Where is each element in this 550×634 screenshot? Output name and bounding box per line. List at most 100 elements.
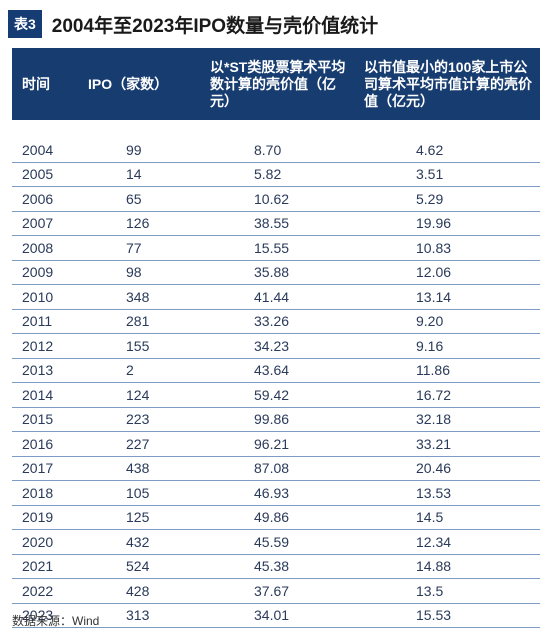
table-row: 2008 77 15.55 10.83 bbox=[12, 236, 540, 261]
table-title-bar: 表3 2004年至2023年IPO数量与壳价值统计 bbox=[8, 8, 542, 40]
cell-small-cap-shell-value: 15.53 bbox=[416, 607, 452, 624]
table-body: 2004 99 8.70 4.62 2005 14 5.82 3.51 2006 65 10.62 5… bbox=[12, 138, 540, 628]
cell-small-cap-shell-value: 4.62 bbox=[416, 141, 444, 158]
table-row: 2005 14 5.82 3.51 bbox=[12, 163, 540, 187]
cell-ipo-count: 98 bbox=[126, 264, 142, 281]
cell-year: 2016 bbox=[22, 435, 54, 452]
cell-ipo-count: 438 bbox=[126, 460, 150, 477]
cell-st-shell-value: 87.08 bbox=[254, 460, 290, 477]
table-row: 2023 313 34.01 15.53 bbox=[12, 604, 540, 628]
cell-small-cap-shell-value: 14.88 bbox=[416, 558, 452, 575]
cell-ipo-count: 126 bbox=[126, 215, 150, 232]
cell-ipo-count: 125 bbox=[126, 509, 150, 526]
cell-ipo-count: 105 bbox=[126, 484, 150, 501]
table-title: 2004年至2023年IPO数量与壳价值统计 bbox=[51, 15, 379, 37]
cell-year: 2021 bbox=[22, 558, 54, 575]
cell-ipo-count: 155 bbox=[126, 337, 150, 354]
cell-small-cap-shell-value: 32.18 bbox=[416, 411, 452, 428]
cell-ipo-count: 313 bbox=[126, 607, 150, 624]
cell-year: 2020 bbox=[22, 533, 54, 550]
cell-st-shell-value: 46.93 bbox=[254, 484, 290, 501]
cell-ipo-count: 432 bbox=[126, 533, 150, 550]
cell-small-cap-shell-value: 3.51 bbox=[416, 166, 444, 183]
cell-st-shell-value: 8.70 bbox=[254, 141, 282, 158]
cell-ipo-count: 124 bbox=[126, 386, 150, 403]
table-header: 时间 IPO（家数） 以*ST类股票算术平均数计算的壳价值（亿元） 以市值最小的… bbox=[12, 48, 540, 120]
cell-ipo-count: 281 bbox=[126, 313, 150, 330]
table-row: 2012 155 34.23 9.16 bbox=[12, 334, 540, 359]
table-row: 2021 524 45.38 14.88 bbox=[12, 555, 540, 579]
cell-st-shell-value: 45.59 bbox=[254, 533, 290, 550]
cell-st-shell-value: 38.55 bbox=[254, 215, 290, 232]
cell-small-cap-shell-value: 5.29 bbox=[416, 190, 444, 207]
cell-st-shell-value: 15.55 bbox=[254, 239, 290, 256]
cell-year: 2013 bbox=[22, 362, 54, 379]
table-row: 2010 348 41.44 13.14 bbox=[12, 285, 540, 310]
cell-st-shell-value: 99.86 bbox=[254, 411, 290, 428]
cell-st-shell-value: 59.42 bbox=[254, 386, 290, 403]
header-ipo-count: IPO（家数） bbox=[88, 76, 169, 92]
cell-small-cap-shell-value: 12.34 bbox=[416, 533, 452, 550]
cell-small-cap-shell-value: 12.06 bbox=[416, 264, 452, 281]
cell-small-cap-shell-value: 14.5 bbox=[416, 509, 444, 526]
header-spacer bbox=[12, 120, 540, 138]
cell-small-cap-shell-value: 13.14 bbox=[416, 288, 452, 305]
cell-year: 2023 bbox=[22, 607, 54, 624]
cell-small-cap-shell-value: 9.16 bbox=[416, 337, 444, 354]
cell-st-shell-value: 34.01 bbox=[254, 607, 290, 624]
cell-year: 2019 bbox=[22, 509, 54, 526]
cell-st-shell-value: 49.86 bbox=[254, 509, 290, 526]
cell-ipo-count: 524 bbox=[126, 558, 150, 575]
cell-small-cap-shell-value: 13.53 bbox=[416, 484, 452, 501]
cell-st-shell-value: 10.62 bbox=[254, 190, 290, 207]
cell-ipo-count: 428 bbox=[126, 582, 150, 599]
cell-ipo-count: 2 bbox=[126, 362, 134, 379]
cell-small-cap-shell-value: 20.46 bbox=[416, 460, 452, 477]
cell-st-shell-value: 41.44 bbox=[254, 288, 290, 305]
table-row: 2019 125 49.86 14.5 bbox=[12, 506, 540, 530]
table-row: 2016 227 96.21 33.21 bbox=[12, 432, 540, 457]
cell-year: 2007 bbox=[22, 215, 54, 232]
cell-ipo-count: 227 bbox=[126, 435, 150, 452]
cell-st-shell-value: 43.64 bbox=[254, 362, 290, 379]
table-row: 2014 124 59.42 16.72 bbox=[12, 383, 540, 408]
table-row: 2018 105 46.93 13.53 bbox=[12, 481, 540, 506]
cell-year: 2018 bbox=[22, 484, 54, 501]
cell-small-cap-shell-value: 11.86 bbox=[416, 362, 450, 379]
table-row: 2007 126 38.55 19.96 bbox=[12, 212, 540, 236]
table-row: 2017 438 87.08 20.46 bbox=[12, 457, 540, 481]
cell-st-shell-value: 45.38 bbox=[254, 558, 290, 575]
cell-year: 2015 bbox=[22, 411, 54, 428]
cell-st-shell-value: 96.21 bbox=[254, 435, 290, 452]
cell-year: 2004 bbox=[22, 141, 54, 158]
table-row: 2004 99 8.70 4.62 bbox=[12, 138, 540, 163]
cell-year: 2011 bbox=[22, 313, 53, 330]
cell-ipo-count: 65 bbox=[126, 190, 142, 207]
cell-small-cap-shell-value: 10.83 bbox=[416, 239, 452, 256]
data-source-note: 数据来源：Wind bbox=[12, 614, 100, 628]
cell-ipo-count: 99 bbox=[126, 141, 142, 158]
cell-ipo-count: 348 bbox=[126, 288, 150, 305]
cell-year: 2022 bbox=[22, 582, 54, 599]
cell-ipo-count: 77 bbox=[126, 239, 142, 256]
cell-st-shell-value: 35.88 bbox=[254, 264, 290, 281]
table-row: 2022 428 37.67 13.5 bbox=[12, 579, 540, 604]
cell-small-cap-shell-value: 16.72 bbox=[416, 386, 452, 403]
cell-year: 2006 bbox=[22, 190, 54, 207]
cell-small-cap-shell-value: 19.96 bbox=[416, 215, 452, 232]
ipo-shell-value-table: 时间 IPO（家数） 以*ST类股票算术平均数计算的壳价值（亿元） 以市值最小的… bbox=[12, 48, 540, 628]
cell-st-shell-value: 34.23 bbox=[254, 337, 290, 354]
cell-small-cap-shell-value: 33.21 bbox=[416, 435, 452, 452]
cell-year: 2017 bbox=[22, 460, 54, 477]
table-row: 2009 98 35.88 12.06 bbox=[12, 261, 540, 285]
cell-small-cap-shell-value: 9.20 bbox=[416, 313, 444, 330]
table-row: 2013 2 43.64 11.86 bbox=[12, 359, 540, 383]
cell-small-cap-shell-value: 13.5 bbox=[416, 582, 444, 599]
table-row: 2015 223 99.86 32.18 bbox=[12, 408, 540, 432]
table-row: 2020 432 45.59 12.34 bbox=[12, 530, 540, 555]
cell-ipo-count: 223 bbox=[126, 411, 150, 428]
cell-st-shell-value: 37.67 bbox=[254, 582, 290, 599]
cell-year: 2012 bbox=[22, 337, 54, 354]
cell-ipo-count: 14 bbox=[126, 166, 142, 183]
cell-st-shell-value: 33.26 bbox=[254, 313, 290, 330]
